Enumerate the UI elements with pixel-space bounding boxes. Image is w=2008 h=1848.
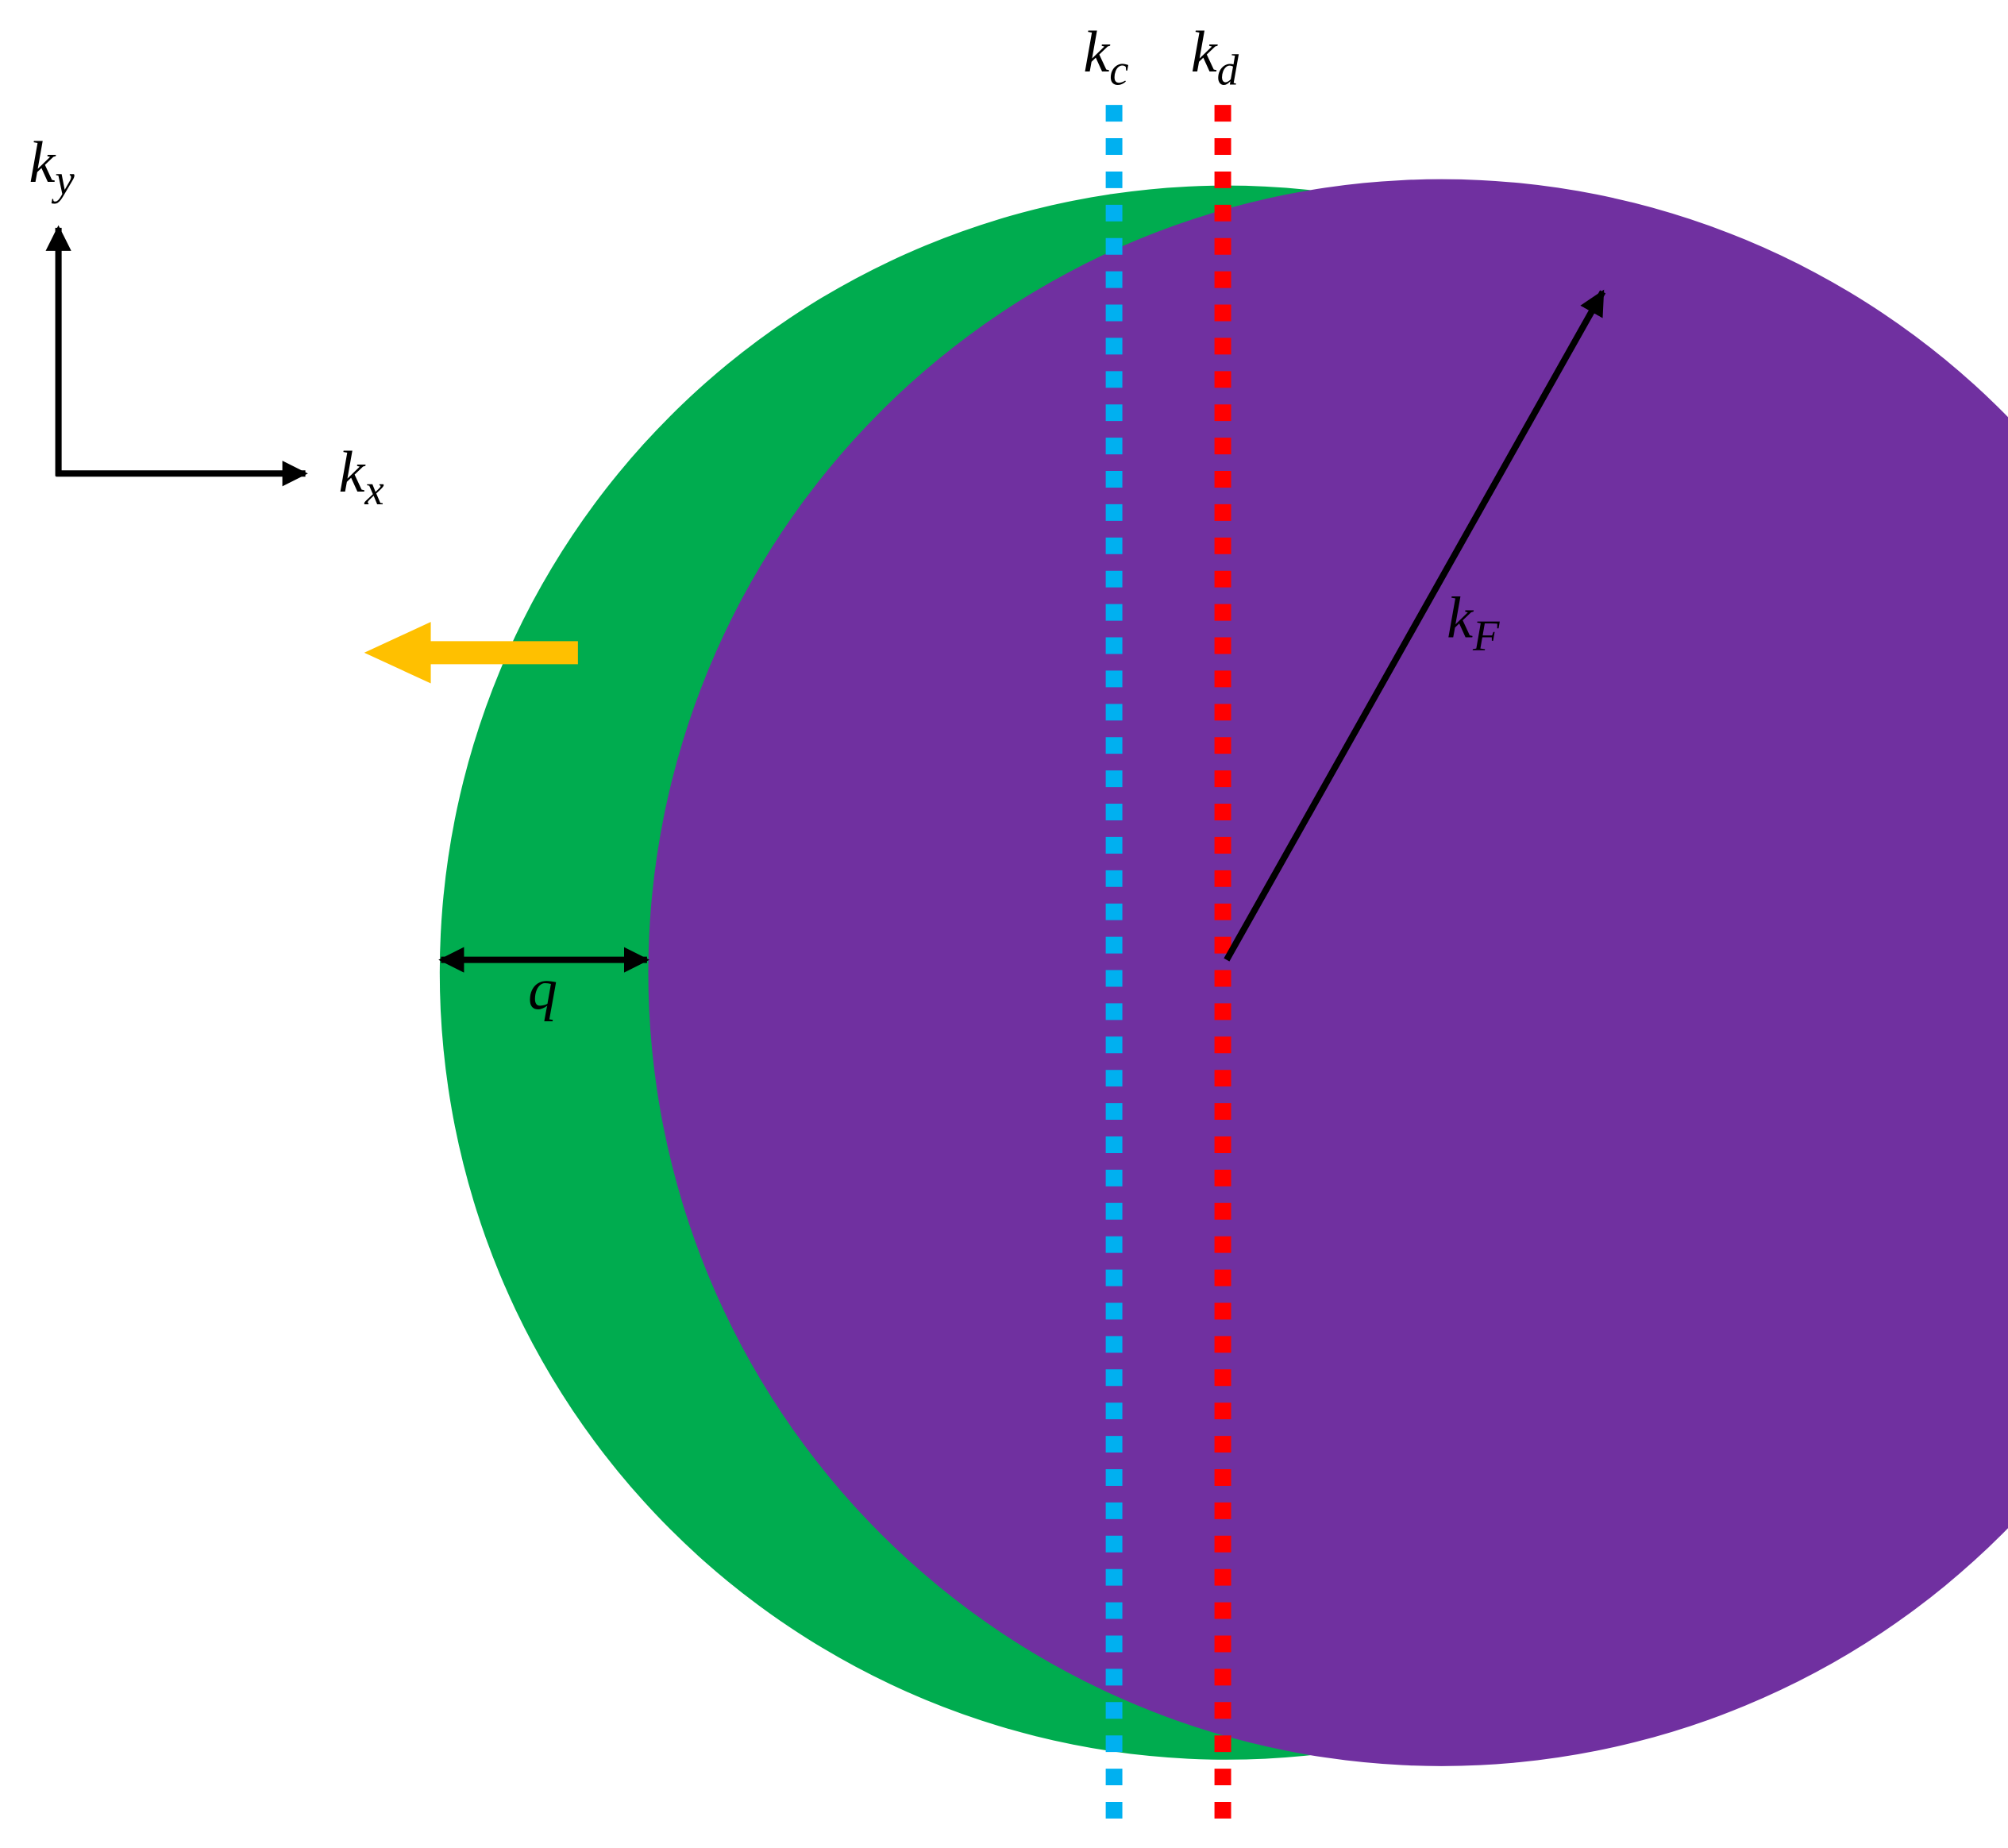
kf-label: kF	[1447, 586, 1500, 660]
shift-arrow-head	[364, 622, 431, 684]
kx-label: kx	[339, 440, 384, 514]
kc-label: kc	[1083, 20, 1128, 94]
shift-arrow	[364, 622, 578, 684]
kd-label: kd	[1191, 20, 1239, 94]
ky-label: ky	[29, 130, 75, 204]
q-label: q	[528, 957, 557, 1022]
shift-arrow-shaft	[426, 641, 578, 665]
fermi-disk	[648, 179, 2008, 1766]
kf-arrow	[1224, 289, 1606, 962]
